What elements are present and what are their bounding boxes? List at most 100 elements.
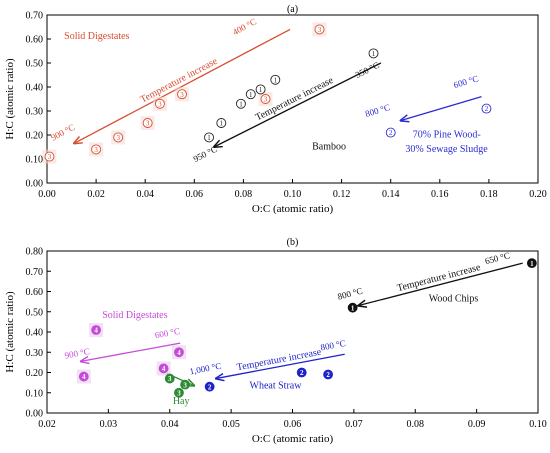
y-tick-label: 0.60	[26, 287, 44, 298]
point-number: 1	[220, 120, 224, 128]
point-marker	[91, 144, 102, 155]
point-number: 3	[183, 381, 187, 389]
point-marker	[204, 132, 214, 143]
y-tick-label: 0.70	[26, 267, 44, 278]
x-tick-label: 0.03	[100, 419, 118, 430]
data-point: 4	[76, 369, 91, 384]
point-marker	[154, 98, 165, 109]
point-marker	[216, 118, 227, 128]
data-point: 3	[175, 87, 190, 102]
y-axis-label: H:C (atomic ratio)	[4, 291, 16, 373]
trend-arrow	[216, 353, 345, 378]
x-axis-label: O:C (atomic ratio)	[252, 433, 334, 445]
y-tick-label: 0.80	[26, 247, 44, 258]
point-number: 4	[82, 373, 86, 381]
y-tick-label: 0.50	[26, 59, 44, 70]
point-marker	[260, 94, 271, 104]
point-number: 3	[180, 91, 184, 99]
point-number: 1	[259, 86, 263, 94]
y-tick-label: 0.40	[26, 328, 44, 339]
point-number: 3	[177, 389, 181, 397]
point-number: 3	[158, 100, 162, 108]
point-marker	[245, 89, 256, 100]
point-number: 3	[264, 96, 268, 104]
point-number: 2	[208, 383, 212, 391]
data-point: 1	[245, 89, 256, 100]
x-tick-label: 0.09	[468, 419, 486, 430]
y-tick-label: 0.30	[26, 348, 44, 359]
x-tick-label: 0.10	[284, 189, 302, 200]
y-tick-label: 0.10	[26, 155, 44, 166]
y-tick-label: 0.60	[26, 35, 44, 46]
arrow-start-temp: 800 °C	[320, 338, 347, 353]
arrow-end-temp: 1,000 °C	[189, 361, 222, 377]
y-tick-label: 0.70	[26, 11, 44, 22]
data-point: 3	[140, 116, 155, 130]
data-point: 1	[270, 74, 281, 85]
series-label: 70% Pine Wood-	[413, 129, 481, 140]
y-tick-label: 0.30	[26, 107, 44, 118]
panel-a: (a) 0.00 0.02 0.04 0.06 0.08 0.10 0.12 0.14 0.16 0…	[4, 4, 547, 215]
data-point: 2	[481, 103, 492, 114]
x-tick-label: 0.08	[235, 189, 253, 200]
data-point: 2	[323, 369, 333, 380]
data-point: 1	[526, 258, 537, 269]
x-tick-label: 0.04	[136, 189, 154, 200]
data-point: 3	[164, 373, 175, 384]
point-marker	[158, 363, 169, 374]
point-number: 3	[318, 26, 322, 34]
trend-arrow	[358, 262, 523, 306]
point-marker	[385, 127, 396, 138]
point-number: 2	[485, 105, 489, 113]
data-point: 4	[156, 361, 171, 376]
x-tick-label: 0.20	[529, 189, 547, 200]
point-marker	[44, 151, 55, 162]
series-label: Wood Chips	[429, 294, 479, 305]
point-marker	[368, 48, 379, 59]
point-number: 1	[274, 76, 278, 84]
point-marker	[347, 302, 358, 313]
panel-label: (b)	[287, 237, 299, 248]
point-marker	[177, 89, 187, 100]
x-tick-label: 0.00	[38, 189, 56, 200]
trend-arrow	[74, 28, 291, 143]
data-point: 3	[312, 22, 327, 37]
x-tick-label: 0.06	[284, 419, 302, 430]
arrow-start-temp: 350 °C	[354, 60, 381, 80]
point-number: 2	[300, 369, 304, 377]
x-tick-label: 0.10	[529, 419, 547, 430]
y-tick-label: 0.00	[26, 409, 44, 420]
point-number: 2	[326, 371, 330, 379]
point-number: 3	[146, 120, 150, 128]
point-number: 3	[116, 134, 120, 142]
point-marker	[314, 24, 325, 35]
x-axis-label: O:C (atomic ratio)	[252, 203, 334, 215]
arrow-label: Temperature increase	[396, 262, 482, 294]
series-label: Solid Digestates	[102, 310, 167, 321]
trend-arrow	[401, 95, 482, 121]
arrow-start-temp: 600 °C	[452, 73, 479, 90]
point-marker	[323, 369, 333, 380]
point-marker	[204, 381, 215, 392]
x-tick-label: 0.05	[222, 419, 240, 430]
point-marker	[270, 74, 281, 85]
x-tick-label: 0.08	[407, 419, 425, 430]
data-point: 2	[385, 127, 396, 138]
data-point: 4	[89, 322, 104, 337]
point-number: 3	[48, 153, 52, 161]
y-tick-label: 0.00	[26, 179, 44, 190]
point-number: 1	[249, 91, 253, 99]
x-tick-label: 0.06	[186, 189, 204, 200]
point-number: 1	[351, 304, 355, 312]
data-point: 1	[255, 84, 266, 95]
point-number: 2	[389, 129, 393, 137]
point-marker	[174, 347, 184, 358]
arrow-end-temp: 900 °C	[64, 346, 91, 360]
x-tick-label: 0.02	[87, 189, 105, 200]
series-label: Bamboo	[312, 141, 346, 152]
data-point: 4	[171, 345, 186, 360]
data-point: 3	[180, 379, 190, 390]
x-tick-label: 0.02	[38, 419, 56, 430]
x-tick-label: 0.07	[345, 419, 363, 430]
